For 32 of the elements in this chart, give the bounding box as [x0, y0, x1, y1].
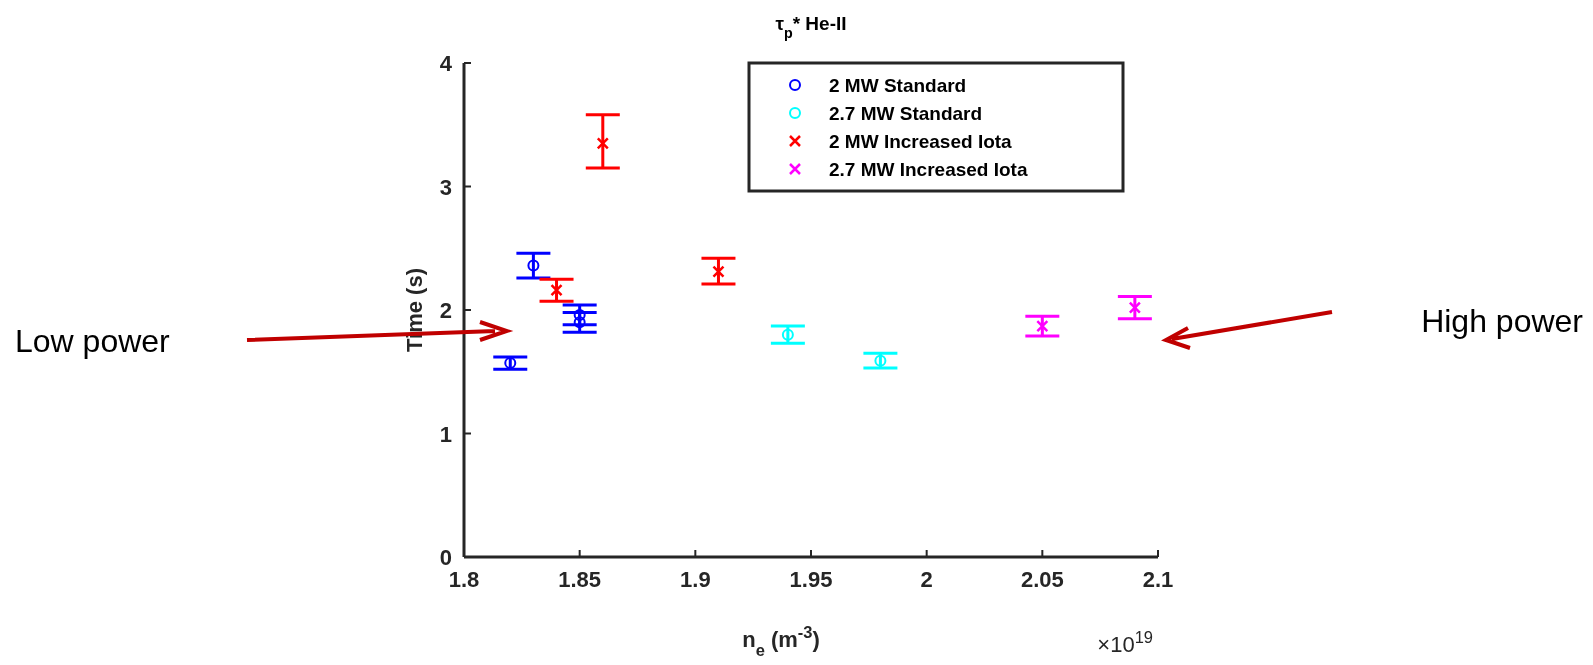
point [1128, 301, 1142, 314]
point [781, 328, 794, 341]
point [596, 137, 610, 150]
x-tick-label: 1.8 [448, 567, 480, 592]
point [573, 308, 586, 321]
x-tick-label: 1.95 [789, 567, 833, 592]
y-tick-label: 1 [439, 421, 452, 447]
legend-label: 2.7 MW Increased Iota [829, 159, 1028, 180]
legend-label: 2.7 MW Standard [829, 103, 983, 124]
chart-title: τ$_{p}$* He-II [775, 13, 847, 41]
y-tick-label: 4 [439, 51, 453, 76]
y-tick-label: 3 [439, 174, 452, 200]
point [573, 316, 586, 329]
point [712, 265, 725, 278]
x-tick-label: 1.85 [558, 567, 602, 592]
x-tick-label: 2.1 [1142, 567, 1174, 592]
y-axis-title: Time (s) [402, 268, 427, 352]
text: ×10$^{19}$ [1097, 628, 1153, 657]
x-tick-label: 2.05 [1020, 567, 1064, 592]
x-tick-label: 2 [920, 567, 933, 592]
legend-label: 2 MW Increased Iota [829, 131, 1013, 152]
text: High power [1421, 303, 1584, 339]
legend-label: 2 MW Standard [829, 75, 967, 96]
text: Low power [15, 323, 171, 359]
point [874, 354, 887, 367]
y-tick-label: 0 [439, 545, 452, 570]
point [1036, 319, 1049, 333]
point [550, 283, 563, 297]
x-tick-label: 1.9 [680, 567, 711, 592]
x-axis-title: n$_{e}$ (m$^{-3}$) [742, 623, 820, 659]
point [527, 259, 540, 272]
y-tick-label: 2 [439, 298, 452, 323]
